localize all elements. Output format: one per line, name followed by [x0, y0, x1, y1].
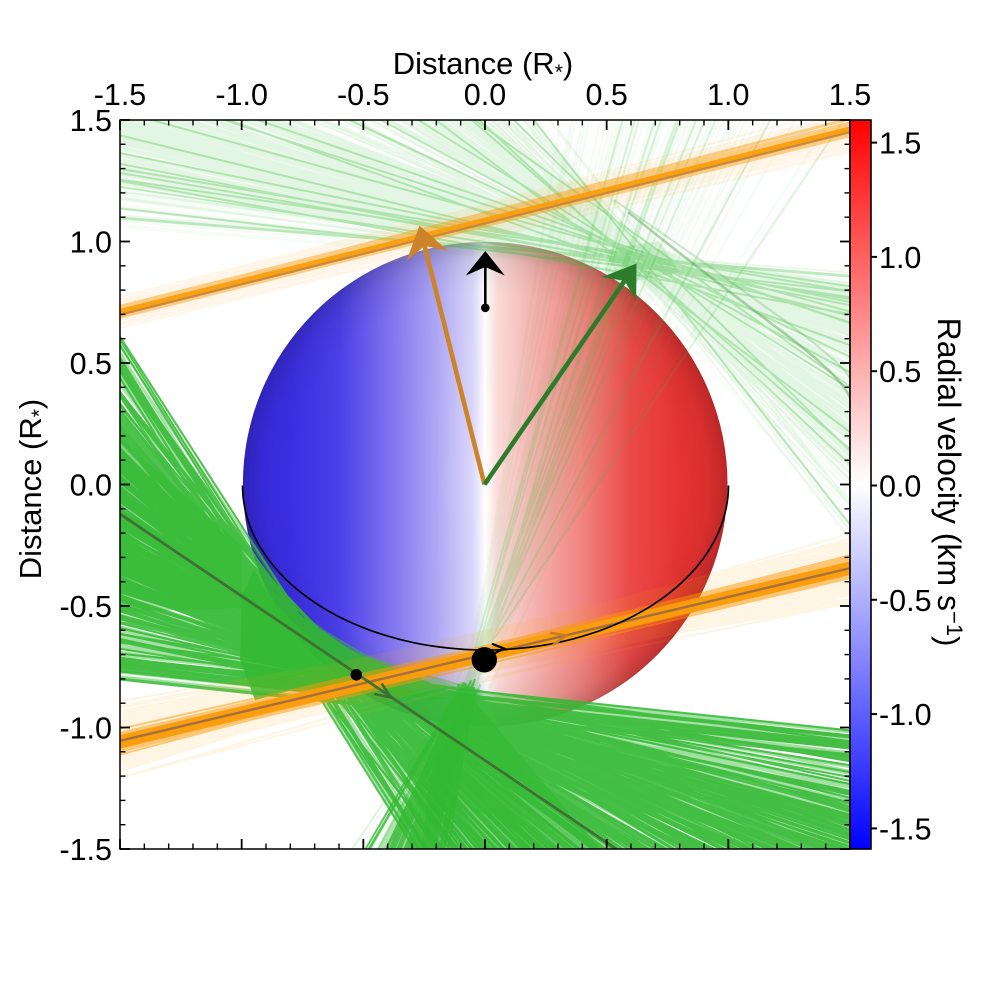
svg-text:0.5: 0.5 [70, 347, 112, 381]
svg-text:Distance (R*): Distance (R*) [13, 399, 51, 579]
svg-text:1.0: 1.0 [707, 78, 749, 112]
svg-text:1.5: 1.5 [879, 127, 921, 161]
svg-text:-1.5: -1.5 [59, 833, 112, 867]
svg-text:-1.5: -1.5 [94, 78, 147, 112]
svg-text:-1.0: -1.0 [879, 698, 932, 732]
svg-text:0.5: 0.5 [879, 355, 921, 389]
svg-text:0.0: 0.0 [879, 470, 921, 504]
svg-text:1.0: 1.0 [70, 226, 112, 260]
svg-text:-1.0: -1.0 [215, 78, 268, 112]
svg-text:-0.5: -0.5 [337, 78, 390, 112]
svg-text:0.0: 0.0 [464, 78, 506, 112]
svg-text:1.5: 1.5 [70, 104, 112, 138]
svg-text:-1.5: -1.5 [879, 812, 932, 846]
svg-text:0.0: 0.0 [70, 469, 112, 503]
svg-text:-0.5: -0.5 [879, 584, 932, 618]
svg-text:1.5: 1.5 [829, 78, 871, 112]
svg-text:0.5: 0.5 [585, 78, 627, 112]
svg-text:-1.0: -1.0 [59, 712, 112, 746]
svg-text:Distance (R*): Distance (R*) [393, 46, 573, 84]
svg-text:-0.5: -0.5 [59, 590, 112, 624]
svg-text:1.0: 1.0 [879, 241, 921, 275]
svg-text:Radial velocity (km s−1): Radial velocity (km s−1) [931, 318, 967, 647]
